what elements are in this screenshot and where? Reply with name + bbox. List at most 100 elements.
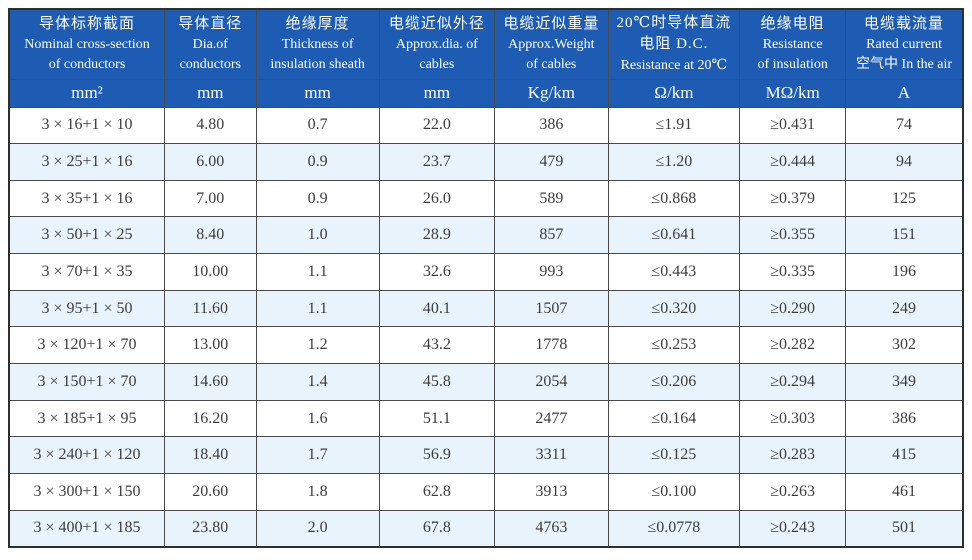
- cell-conductor-diameter: 8.40: [164, 216, 257, 255]
- header-line-en: Rated current: [866, 37, 942, 53]
- cell-cable-weight: 479: [494, 143, 609, 181]
- cell-cross-section: 3 × 185+1 × 95: [8, 399, 165, 438]
- cell-insulation-resistance: ≥0.379: [739, 179, 847, 218]
- header-line-zh: 绝缘电阻: [760, 15, 825, 32]
- cell-conductor-diameter: 10.00: [164, 253, 257, 291]
- cell-insulation-resistance: ≥0.243: [739, 509, 847, 548]
- cell-conductor-diameter: 23.80: [164, 509, 257, 548]
- cell-cable-diameter: 45.8: [378, 363, 496, 401]
- table-row: 3 × 50+1 × 25 8.40 1.0 28.9 857 ≤0.641 ≥…: [8, 216, 964, 255]
- cell-cross-section: 3 × 25+1 × 16: [8, 143, 165, 181]
- cell-conductor-diameter: 4.80: [164, 106, 257, 145]
- cell-insulation-thickness: 1.1: [255, 253, 380, 291]
- cell-cable-weight: 589: [494, 179, 609, 218]
- cell-dc-resistance: ≤0.443: [607, 253, 741, 291]
- cell-rated-current: 415: [845, 436, 964, 475]
- unit-cell-rated-current: A: [845, 78, 964, 108]
- header-line-zh: 导体直径: [178, 15, 243, 32]
- cell-insulation-resistance: ≥0.263: [739, 473, 847, 511]
- cell-rated-current: 349: [845, 363, 964, 401]
- cell-cross-section: 3 × 16+1 × 10: [8, 106, 165, 145]
- cell-insulation-thickness: 1.4: [255, 363, 380, 401]
- table-row: 3 × 25+1 × 16 6.00 0.9 23.7 479 ≤1.20 ≥0…: [8, 143, 964, 181]
- cell-cable-weight: 386: [494, 106, 609, 145]
- cell-cable-weight: 1507: [494, 289, 609, 328]
- unit-cell-dc-resistance: Ω/km: [607, 78, 741, 108]
- header-line-en: Thickness of: [281, 37, 354, 53]
- cell-cable-diameter: 67.8: [378, 509, 496, 548]
- cell-cross-section: 3 × 50+1 × 25: [8, 216, 165, 255]
- cell-cable-diameter: 62.8: [378, 473, 496, 511]
- cell-dc-resistance: ≤0.164: [607, 399, 741, 438]
- cell-cable-diameter: 40.1: [378, 289, 496, 328]
- column-header-insulation-resistance: 绝缘电阻 Resistance of insulation: [739, 8, 847, 80]
- cell-insulation-resistance: ≥0.303: [739, 399, 847, 438]
- cell-dc-resistance: ≤0.868: [607, 179, 741, 218]
- table-row: 3 × 185+1 × 95 16.20 1.6 51.1 2477 ≤0.16…: [8, 399, 964, 438]
- cell-rated-current: 94: [845, 143, 964, 181]
- cell-cable-weight: 857: [494, 216, 609, 255]
- cell-insulation-resistance: ≥0.282: [739, 326, 847, 365]
- header-line-en: cables: [419, 56, 455, 72]
- header-line-zh: 电缆近似外径: [388, 15, 485, 32]
- cell-rated-current: 125: [845, 179, 964, 218]
- cell-rated-current: 302: [845, 326, 964, 365]
- header-line-en: Approx.Weight: [508, 37, 595, 53]
- cell-insulation-resistance: ≥0.294: [739, 363, 847, 401]
- cell-cable-diameter: 56.9: [378, 436, 496, 475]
- cell-insulation-resistance: ≥0.355: [739, 216, 847, 255]
- table-row: 3 × 300+1 × 150 20.60 1.8 62.8 3913 ≤0.1…: [8, 473, 964, 511]
- cell-insulation-resistance: ≥0.290: [739, 289, 847, 328]
- cell-cable-weight: 3913: [494, 473, 609, 511]
- cell-insulation-thickness: 0.9: [255, 179, 380, 218]
- cell-insulation-resistance: ≥0.283: [739, 436, 847, 475]
- cell-cable-weight: 4763: [494, 509, 609, 548]
- unit-cell-insulation-resistance: MΩ/km: [739, 78, 847, 108]
- cell-conductor-diameter: 14.60: [164, 363, 257, 401]
- table-row: 3 × 150+1 × 70 14.60 1.4 45.8 2054 ≤0.20…: [8, 363, 964, 401]
- cell-conductor-diameter: 20.60: [164, 473, 257, 511]
- cell-insulation-resistance: ≥0.335: [739, 253, 847, 291]
- cell-cable-weight: 2054: [494, 363, 609, 401]
- cell-conductor-diameter: 13.00: [164, 326, 257, 365]
- cell-cross-section: 3 × 300+1 × 150: [8, 473, 165, 511]
- cell-cross-section: 3 × 35+1 × 16: [8, 179, 165, 218]
- cell-rated-current: 461: [845, 473, 964, 511]
- cell-rated-current: 386: [845, 399, 964, 438]
- cell-dc-resistance: ≤0.0778: [607, 509, 741, 548]
- table-row: 3 × 240+1 × 120 18.40 1.7 56.9 3311 ≤0.1…: [8, 436, 964, 475]
- cell-cable-weight: 993: [494, 253, 609, 291]
- cell-conductor-diameter: 6.00: [164, 143, 257, 181]
- cell-dc-resistance: ≤0.641: [607, 216, 741, 255]
- table-row: 3 × 35+1 × 16 7.00 0.9 26.0 589 ≤0.868 ≥…: [8, 179, 964, 218]
- cell-cable-diameter: 32.6: [378, 253, 496, 291]
- cell-dc-resistance: ≤1.91: [607, 106, 741, 145]
- table-header-row: 导体标称截面 Nominal cross-section of conducto…: [8, 8, 964, 80]
- cell-conductor-diameter: 16.20: [164, 399, 257, 438]
- cell-insulation-thickness: 1.0: [255, 216, 380, 255]
- header-line-zh: 导体标称截面: [38, 15, 135, 32]
- header-line-zh: 电缆载流量: [864, 15, 945, 32]
- cell-cable-diameter: 28.9: [378, 216, 496, 255]
- cell-dc-resistance: ≤0.125: [607, 436, 741, 475]
- cell-insulation-thickness: 1.7: [255, 436, 380, 475]
- cell-insulation-thickness: 1.8: [255, 473, 380, 511]
- cell-cable-diameter: 51.1: [378, 399, 496, 438]
- cell-dc-resistance: ≤0.100: [607, 473, 741, 511]
- unit-cell-cable-diameter: mm: [378, 78, 496, 108]
- cell-rated-current: 74: [845, 106, 964, 145]
- column-header-nominal-cross-section: 导体标称截面 Nominal cross-section of conducto…: [8, 8, 165, 80]
- cable-spec-table-container: 导体标称截面 Nominal cross-section of conducto…: [8, 8, 964, 548]
- table-row: 3 × 70+1 × 35 10.00 1.1 32.6 993 ≤0.443 …: [8, 253, 964, 291]
- cell-cross-section: 3 × 120+1 × 70: [8, 326, 165, 365]
- unit-cell-insulation-thickness: mm: [255, 78, 380, 108]
- cell-cable-weight: 1778: [494, 326, 609, 365]
- cell-insulation-thickness: 0.7: [255, 106, 380, 145]
- cell-rated-current: 501: [845, 509, 964, 548]
- cell-rated-current: 151: [845, 216, 964, 255]
- column-header-dc-resistance: 20℃时导体直流 电阻 D.C. Resistance at 20℃: [607, 8, 741, 80]
- cell-insulation-resistance: ≥0.431: [739, 106, 847, 145]
- cell-cable-weight: 2477: [494, 399, 609, 438]
- column-header-cable-diameter: 电缆近似外径 Approx.dia. of cables: [378, 8, 496, 80]
- cell-dc-resistance: ≤0.253: [607, 326, 741, 365]
